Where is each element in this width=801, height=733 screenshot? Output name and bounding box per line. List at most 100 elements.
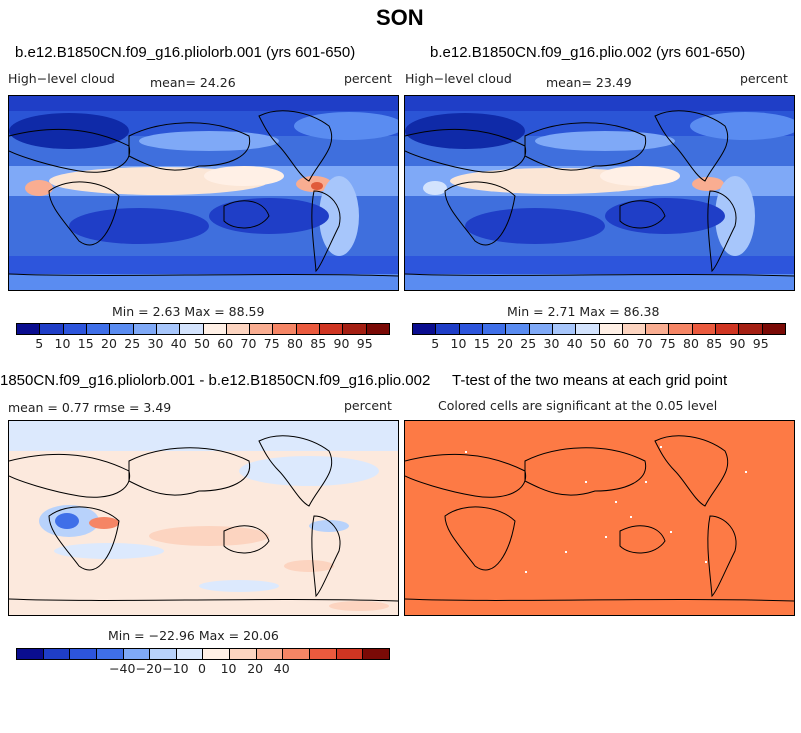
- colorbar-label: 80: [683, 336, 699, 351]
- colorbar-swatch: [366, 324, 389, 334]
- colorbar-swatch: [320, 324, 344, 334]
- colorbar-swatch: [156, 324, 181, 334]
- colorbar-swatch: [622, 324, 647, 334]
- colorbar-swatch: [203, 649, 231, 659]
- colorbar-label: 20: [247, 661, 264, 676]
- colorbar-swatch: [506, 324, 530, 334]
- panel1-colorbar: [16, 323, 390, 335]
- colorbar-label: 30: [147, 336, 164, 351]
- colorbar-label: 60: [217, 336, 234, 351]
- panel4-subtitle: Colored cells are significant at the 0.0…: [438, 398, 718, 413]
- panel3-colorbar: [16, 648, 390, 660]
- colorbar-label: 5: [35, 336, 44, 351]
- colorbar-swatch: [436, 324, 460, 334]
- panel1-minmax: Min = 2.63 Max = 88.59: [112, 304, 265, 319]
- colorbar-label: 90: [729, 336, 746, 351]
- panel1-variable-label: High−level cloud: [8, 71, 115, 86]
- colorbar-label: −10: [162, 661, 189, 676]
- panel3-map: [8, 420, 399, 616]
- colorbar-swatch: [133, 324, 157, 334]
- colorbar-swatch: [17, 649, 44, 659]
- colorbar-label: 70: [636, 336, 653, 351]
- colorbar-label: 40: [566, 336, 583, 351]
- panel4-title: T-test of the two means at each grid poi…: [452, 372, 728, 389]
- panel1-map: [8, 95, 399, 291]
- colorbar-label: 25: [520, 336, 537, 351]
- colorbar-swatch: [739, 324, 763, 334]
- panel2-colorbar: [412, 323, 786, 335]
- figure-title: SON: [376, 5, 424, 30]
- colorbar-swatch: [63, 324, 87, 334]
- colorbar-label: 20: [497, 336, 513, 351]
- colorbar-label: 85: [706, 336, 723, 351]
- colorbar-swatch: [646, 324, 670, 334]
- colorbar-label: 75: [659, 336, 676, 351]
- colorbar-swatch: [123, 649, 151, 659]
- colorbar-swatch: [762, 324, 785, 334]
- colorbar-swatch: [343, 324, 367, 334]
- colorbar-swatch: [70, 649, 97, 659]
- colorbar-swatch: [256, 649, 284, 659]
- colorbar-swatch: [310, 649, 337, 659]
- panel2-map: [404, 95, 795, 291]
- colorbar-swatch: [203, 324, 227, 334]
- panel1-mean: mean= 24.26: [150, 75, 236, 90]
- panel3-units: percent: [344, 398, 392, 413]
- colorbar-label: 80: [287, 336, 303, 351]
- panel3-minmax: Min = −22.96 Max = 20.06: [108, 628, 279, 643]
- colorbar-label: 30: [543, 336, 560, 351]
- colorbar-swatch: [552, 324, 577, 334]
- colorbar-label: 20: [101, 336, 117, 351]
- colorbar-swatch: [336, 649, 364, 659]
- colorbar-swatch: [180, 324, 204, 334]
- panel3-stats: mean = 0.77 rmse = 3.49: [8, 400, 172, 415]
- colorbar-swatch: [482, 324, 507, 334]
- colorbar-swatch: [250, 324, 274, 334]
- colorbar-swatch: [576, 324, 600, 334]
- colorbar-label: 85: [310, 336, 327, 351]
- colorbar-swatch: [96, 649, 124, 659]
- colorbar-label: 15: [77, 336, 94, 351]
- colorbar-swatch: [86, 324, 111, 334]
- colorbar-swatch: [226, 324, 251, 334]
- colorbar-swatch: [459, 324, 483, 334]
- colorbar-swatch: [296, 324, 321, 334]
- colorbar-label: 75: [263, 336, 280, 351]
- colorbar-swatch: [40, 324, 64, 334]
- colorbar-label: 90: [333, 336, 350, 351]
- colorbar-swatch: [599, 324, 623, 334]
- panel2-title: b.e12.B1850CN.f09_g16.plio.002 (yrs 601-…: [430, 44, 746, 61]
- colorbar-swatch: [692, 324, 717, 334]
- panel3-title: 1850CN.f09_g16.pliolorb.001 - b.e12.B185…: [0, 372, 431, 389]
- colorbar-label: 15: [473, 336, 490, 351]
- colorbar-swatch: [283, 649, 311, 659]
- colorbar-swatch: [716, 324, 740, 334]
- colorbar-swatch: [176, 649, 204, 659]
- colorbar-label: 10: [450, 336, 467, 351]
- colorbar-label: 10: [220, 661, 237, 676]
- panel2-variable-label: High−level cloud: [405, 71, 512, 86]
- colorbar-label: 95: [752, 336, 769, 351]
- panel2-units: percent: [740, 71, 788, 86]
- colorbar-label: 40: [170, 336, 187, 351]
- colorbar-swatch: [230, 649, 257, 659]
- colorbar-label: 5: [431, 336, 440, 351]
- colorbar-label: −20: [135, 661, 163, 676]
- panel4-map: [404, 420, 795, 616]
- colorbar-label: 50: [194, 336, 210, 351]
- colorbar-label: 95: [356, 336, 373, 351]
- colorbar-swatch: [43, 649, 71, 659]
- colorbar-swatch: [413, 324, 437, 334]
- colorbar-label: 0: [198, 661, 206, 676]
- colorbar-swatch: [150, 649, 177, 659]
- colorbar-swatch: [669, 324, 693, 334]
- colorbar-label: 70: [240, 336, 257, 351]
- colorbar-label: −40: [109, 661, 136, 676]
- panel2-minmax: Min = 2.71 Max = 86.38: [507, 304, 660, 319]
- colorbar-label: 25: [124, 336, 141, 351]
- colorbar-label: 10: [54, 336, 71, 351]
- colorbar-label: 50: [590, 336, 606, 351]
- colorbar-label: 40: [273, 661, 290, 676]
- panel1-units: percent: [344, 71, 392, 86]
- colorbar-swatch: [110, 324, 134, 334]
